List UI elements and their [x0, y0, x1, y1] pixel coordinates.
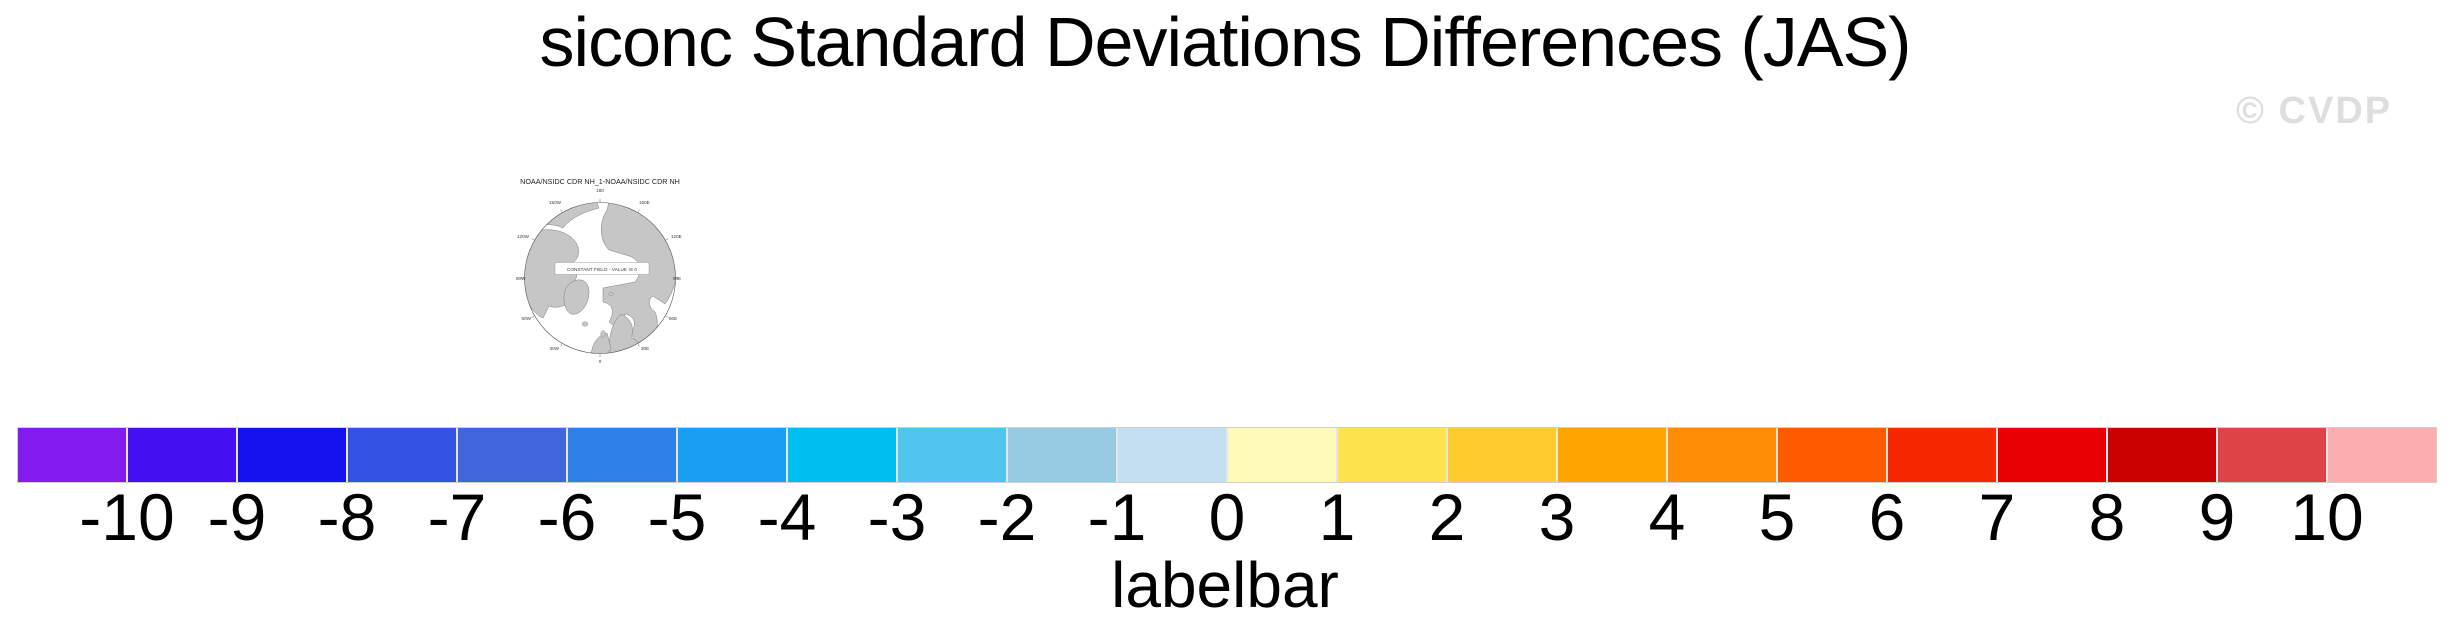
colorbar-box	[128, 428, 238, 482]
colorbar-box	[1998, 428, 2108, 482]
map-lon-label: 120E	[671, 234, 682, 239]
colorbar-tick-label: 5	[1758, 480, 1796, 554]
colorbar-tick-label: -5	[647, 480, 707, 554]
polar-map: NOAA/NSIDC CDR NH_1-NOAA/NSIDC CDR NH	[516, 177, 682, 364]
colorbar-tick-label: 4	[1648, 480, 1686, 554]
colorbar-tick-label: 7	[1978, 480, 2016, 554]
colorbar-box	[18, 428, 128, 482]
colorbar-box	[1888, 428, 1998, 482]
colorbar-tick-label: 8	[2088, 480, 2126, 554]
colorbar-tick-label: 9	[2198, 480, 2236, 554]
map-tick	[560, 209, 563, 213]
map-lon-label: 60W	[522, 316, 532, 321]
map-land-iceland	[581, 321, 589, 327]
colorbar-box	[1778, 428, 1888, 482]
colorbar-tick-label: -7	[427, 480, 487, 554]
colorbar-tick-label: -10	[79, 480, 175, 554]
map-land-europe-west	[590, 332, 612, 354]
colorbar-box	[1338, 428, 1448, 482]
cvdp-watermark: © CVDP	[2236, 90, 2393, 132]
map-tick	[560, 343, 563, 347]
map-tick	[531, 238, 535, 241]
colorbar-tick-label: -2	[977, 480, 1037, 554]
colorbar-tick-label: -1	[1087, 480, 1147, 554]
colorbar-box	[1558, 428, 1668, 482]
map-lon-label: 90E	[673, 276, 681, 281]
colorbar-tick-label: -8	[317, 480, 377, 554]
map-lon-label: 120W	[517, 234, 530, 239]
map-land-uk	[600, 330, 606, 338]
colorbar-box	[1668, 428, 1778, 482]
colorbar-box	[1448, 428, 1558, 482]
colorbar-ticks: -10 -9 -8 -7 -6 -5 -4 -3 -2 -1 0 1 2 3 4 5 6 7 8 9 10	[0, 484, 2450, 554]
map-tick	[665, 238, 669, 241]
colorbar-tick-label: 3	[1538, 480, 1576, 554]
map-lon-label: 30E	[641, 346, 649, 351]
colorbar-box	[898, 428, 1008, 482]
minimap-panel: NOAA/NSIDC CDR NH_1-NOAA/NSIDC CDR NH	[515, 172, 685, 372]
map-lon-label: 60E	[669, 316, 677, 321]
colorbar-box	[1118, 428, 1228, 482]
colorbar-tick-label: -4	[757, 480, 817, 554]
map-lon-label: 150E	[639, 200, 650, 205]
colorbar-box	[238, 428, 348, 482]
map-lon-label: 150W	[549, 200, 562, 205]
map-lon-labels: 180 150W 150E 120W 120E 90W 90E 60W 60E 30W 30E 0	[516, 188, 682, 364]
colorbar-box	[2328, 428, 2436, 482]
map-land-svalbard	[608, 291, 614, 296]
colorbar-tick-label: -9	[207, 480, 267, 554]
colorbar-box	[1008, 428, 1118, 482]
colorbar-box	[568, 428, 678, 482]
constant-field-box	[554, 262, 650, 275]
colorbar-caption: labelbar	[1111, 549, 1339, 621]
colorbar-tick-label: -3	[867, 480, 927, 554]
map-tick	[637, 343, 640, 347]
colorbar-box	[788, 428, 898, 482]
map-tick-marks	[521, 199, 679, 357]
map-tick	[531, 315, 535, 318]
map-lon-label: 180	[596, 188, 604, 193]
colorbar-tick-label: 10	[2290, 480, 2364, 554]
map-lon-label: 0	[599, 359, 602, 364]
colorbar-box	[348, 428, 458, 482]
colorbar	[17, 427, 2437, 483]
minimap-title: NOAA/NSIDC CDR NH_1-NOAA/NSIDC CDR NH	[520, 177, 680, 186]
colorbar-box	[2218, 428, 2328, 482]
colorbar-box	[2108, 428, 2218, 482]
map-lon-label: 30W	[550, 346, 560, 351]
map-tick	[665, 315, 669, 318]
colorbar-tick-label: -6	[537, 480, 597, 554]
map-tick	[637, 209, 640, 213]
colorbar-tick-label: 1	[1318, 480, 1356, 554]
map-lon-label: 90W	[516, 276, 526, 281]
colorbar-tick-label: 6	[1868, 480, 1906, 554]
constant-field-label: CONSTANT FIELD - VALUE IS 0	[567, 267, 637, 272]
map-land-group: CONSTANT FIELD - VALUE IS 0	[524, 202, 676, 354]
colorbar-box	[1228, 428, 1338, 482]
colorbar-tick-label: 2	[1428, 480, 1466, 554]
colorbar-box	[678, 428, 788, 482]
map-land-greenland	[563, 279, 590, 315]
figure-title: siconc Standard Deviations Differences (…	[539, 3, 1912, 81]
colorbar-tick-label: 0	[1208, 480, 1246, 554]
colorbar-box	[458, 428, 568, 482]
